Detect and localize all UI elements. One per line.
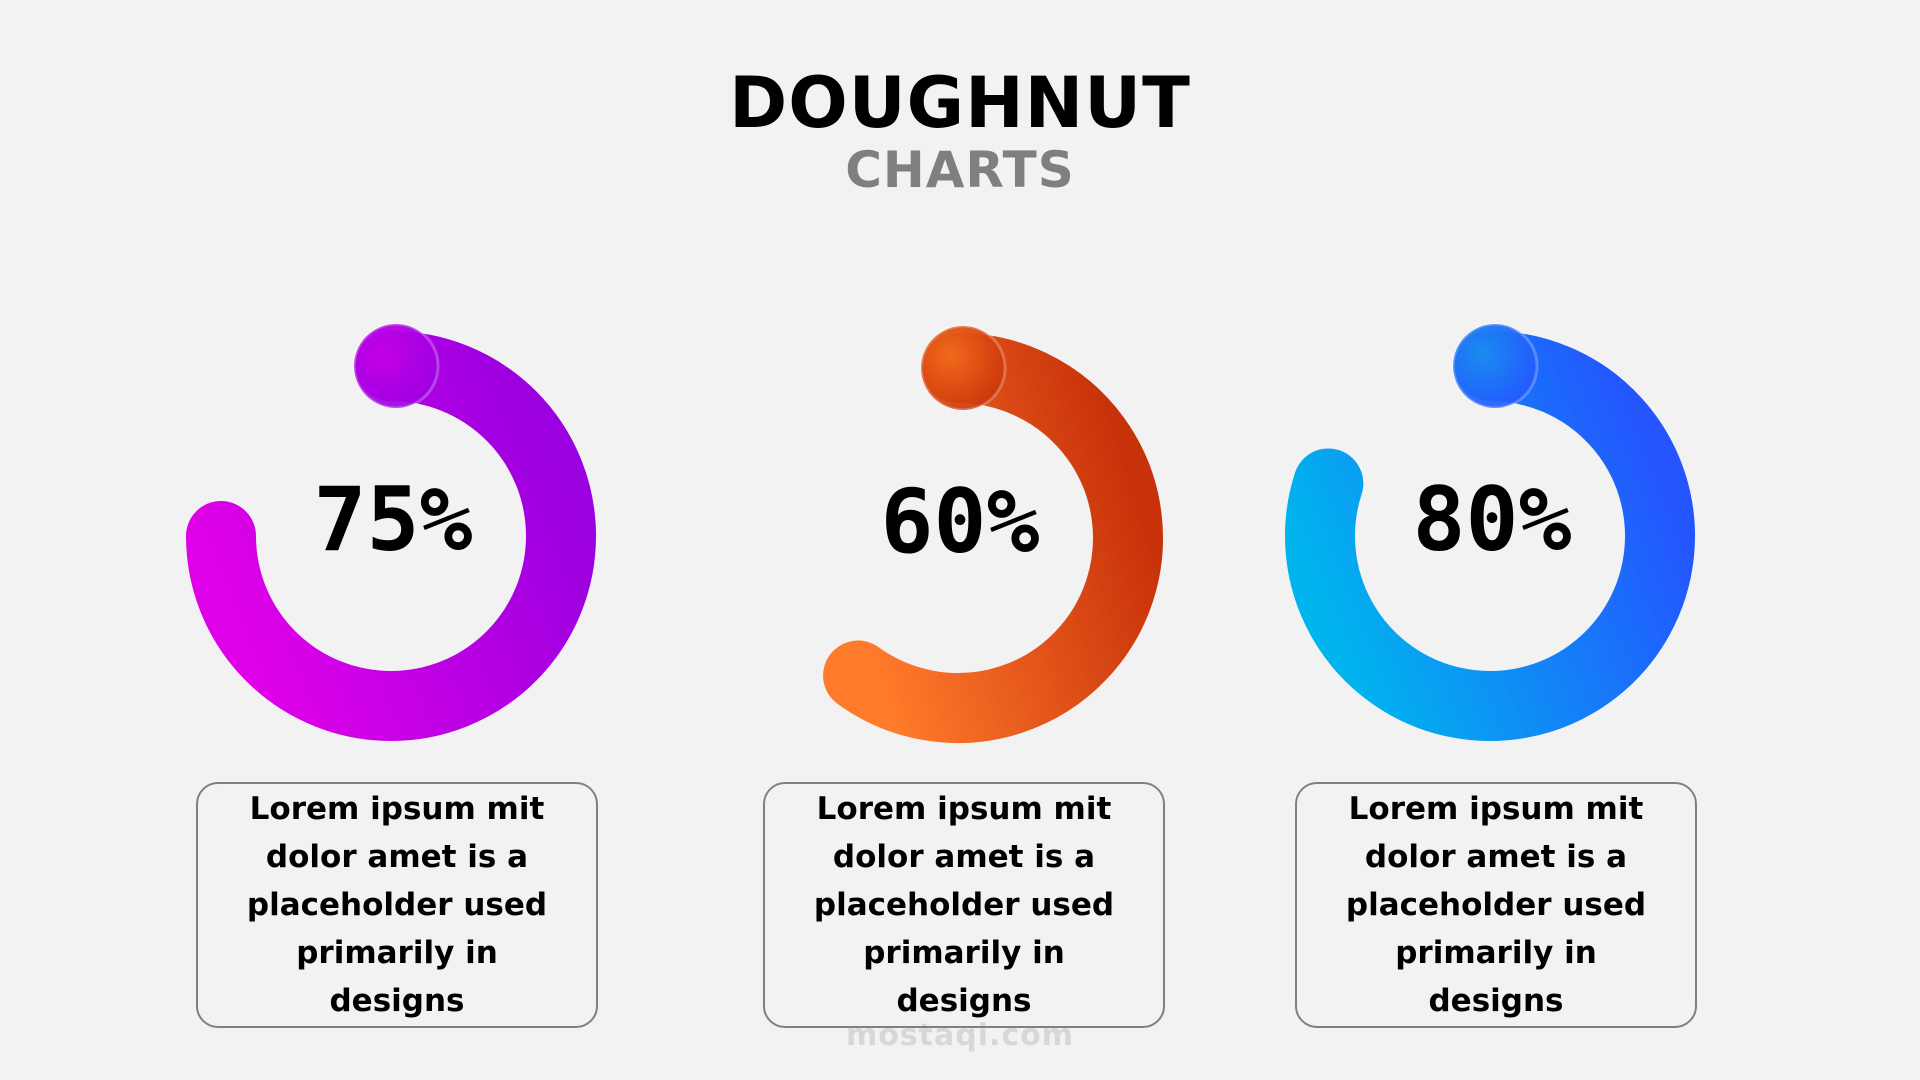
description-text-3: Lorem ipsum mit dolor amet is a placehol… (1345, 791, 1647, 1019)
page-subtitle: CHARTS (845, 141, 1075, 199)
watermark-text: mostaqi.com (845, 1018, 1075, 1053)
doughnut-value-label-1: 75% (314, 468, 473, 571)
description-card-1: Lorem ipsum mit dolor amet is a placehol… (196, 782, 598, 1028)
description-card-3: Lorem ipsum mit dolor amet is a placehol… (1295, 782, 1697, 1028)
doughnut-value-label-2: 60% (881, 470, 1040, 573)
description-text-1: Lorem ipsum mit dolor amet is a placehol… (246, 791, 548, 1019)
doughnut-knob-1 (352, 322, 440, 410)
doughnut-arc-2 (823, 333, 1163, 743)
description-text-2: Lorem ipsum mit dolor amet is a placehol… (813, 791, 1115, 1019)
doughnut-knob-3 (1451, 322, 1539, 410)
description-card-2: Lorem ipsum mit dolor amet is a placehol… (763, 782, 1165, 1028)
page-title: DOUGHNUT (729, 62, 1191, 144)
doughnut-arc-3 (1285, 331, 1695, 741)
doughnut-arc-1 (186, 331, 596, 741)
doughnut-value-label-3: 80% (1413, 468, 1572, 571)
doughnut-knob-2 (919, 324, 1007, 412)
